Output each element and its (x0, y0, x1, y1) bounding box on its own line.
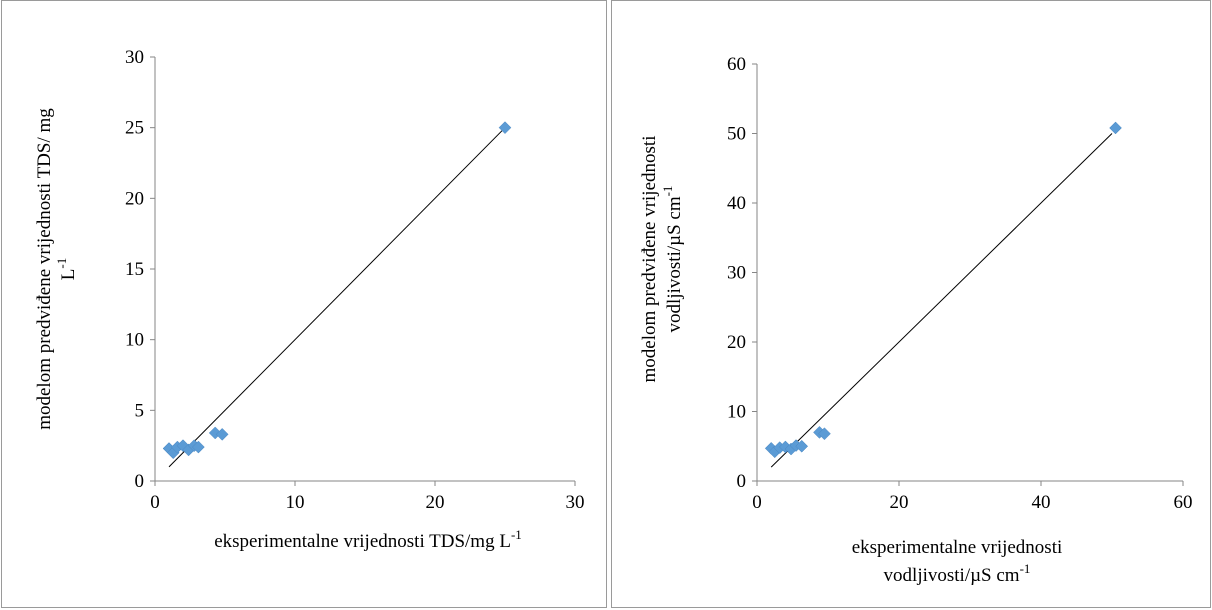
tds-x-axis-label: eksperimentalne vrijednosti TDS/mg L-1 (214, 527, 522, 552)
data-point (818, 427, 831, 441)
x-tick-label: 40 (1032, 492, 1051, 513)
x-tick-label: 20 (890, 492, 909, 513)
y-tick-label: 40 (727, 193, 746, 214)
x-tick-label: 30 (566, 492, 585, 513)
tds-scatter-chart: 0 5 10 15 20 25 30 0 10 20 30 eksperimentalne vrij… (34, 47, 585, 552)
tds-y-axis-label-line2: L-1 (54, 258, 79, 280)
y-tick-label: 10 (727, 402, 746, 423)
y-tick-label: 10 (125, 330, 144, 351)
data-point (498, 121, 512, 135)
conductivity-scatter-chart: 0 10 20 30 40 50 60 0 20 40 60 eksperimentalne vri… (639, 54, 1193, 586)
conductivity-axes (752, 63, 1184, 486)
tds-y-axis-label: modelom predviđene vrijednosti TDS/ mg (34, 108, 55, 430)
y-tick-label: 25 (125, 118, 144, 139)
x-tick-label: 10 (286, 492, 305, 513)
y-tick-label: 0 (135, 471, 145, 492)
tds-tick-labels: 0 5 10 15 20 25 30 0 10 20 30 (125, 47, 585, 513)
y-tick-label: 50 (727, 124, 746, 145)
conductivity-trendline-group (770, 133, 1113, 468)
y-tick-label: 15 (125, 259, 144, 280)
y-tick-label: 0 (737, 471, 747, 492)
tds-points (162, 121, 512, 460)
tds-trendline-group (168, 127, 506, 468)
tds-axes (150, 56, 576, 486)
data-point (215, 428, 229, 441)
conductivity-x-axis-label-line2: vodljivosti/µS cm-1 (884, 561, 1031, 586)
x-tick-label: 60 (1174, 492, 1193, 513)
y-tick-label: 60 (727, 54, 746, 75)
conductivity-tick-labels: 0 10 20 30 40 50 60 0 20 40 60 (727, 54, 1193, 513)
trendline (168, 127, 506, 468)
conductivity-points (764, 121, 1122, 459)
y-tick-label: 5 (135, 400, 145, 421)
x-tick-label: 20 (426, 492, 445, 513)
x-tick-label: 0 (150, 492, 160, 513)
y-tick-label: 30 (727, 263, 746, 284)
conductivity-x-axis-label-line1: eksperimentalne vrijednosti (852, 537, 1063, 558)
data-point (192, 440, 205, 454)
y-tick-label: 30 (125, 47, 144, 68)
panel-divider (607, 0, 611, 608)
conductivity-y-axis-label-line1: modelom predviđene vrijednosti (639, 136, 660, 383)
x-tick-label: 0 (752, 492, 762, 513)
chart-panel-conductivity: 0 10 20 30 40 50 60 0 20 40 60 eksperimentalne vri… (611, 0, 1211, 608)
conductivity-y-axis-label-line2: vodljivosti/µS cm-1 (660, 186, 685, 333)
y-tick-label: 20 (727, 332, 746, 353)
trendline (770, 133, 1113, 468)
data-point (795, 439, 809, 453)
y-tick-label: 20 (125, 188, 144, 209)
chart-panel-tds: 0 5 10 15 20 25 30 0 10 20 30 eksperimentalne vrij… (1, 0, 607, 608)
data-point (1109, 121, 1122, 135)
